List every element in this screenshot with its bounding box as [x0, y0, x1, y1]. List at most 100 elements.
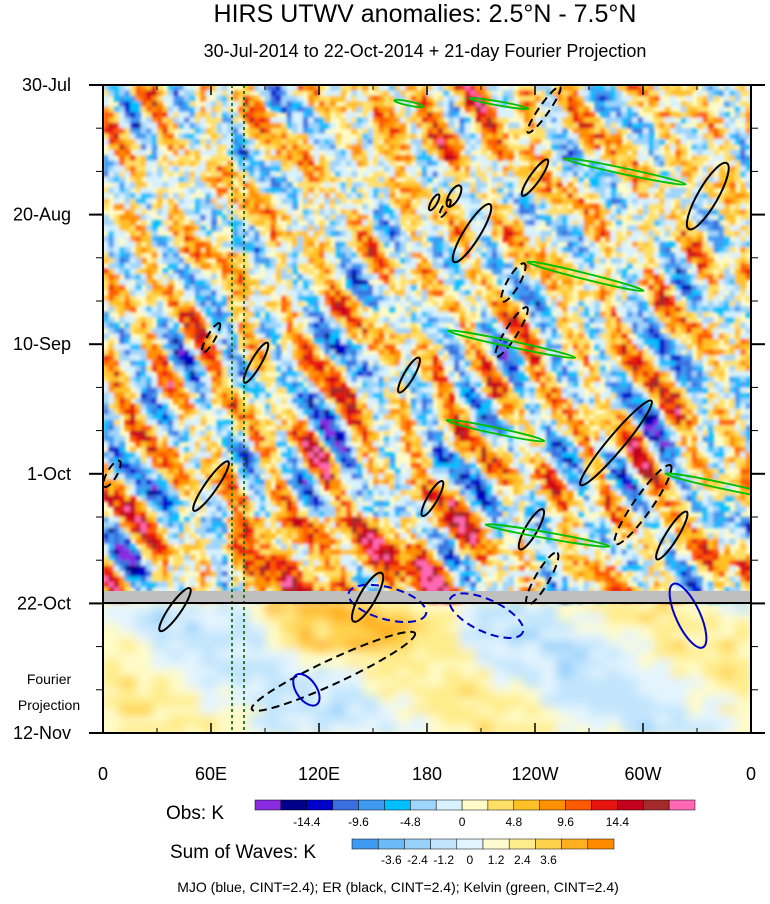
- obs-cell: [373, 117, 379, 124]
- obs-cell: [184, 139, 190, 145]
- obs-cell: [724, 230, 730, 237]
- obs-cell: [718, 274, 725, 280]
- obs-cell: [443, 241, 450, 248]
- obs-cell: [400, 279, 406, 286]
- obs-cell: [416, 149, 423, 156]
- obs-cell: [508, 171, 514, 178]
- obs-cell: [729, 85, 736, 91]
- obs-cell: [702, 274, 709, 280]
- obs-cell: [545, 155, 552, 162]
- obs-cell: [497, 295, 504, 302]
- obs-cell: [265, 139, 271, 145]
- obs-cell: [356, 122, 363, 129]
- obs-cell: [356, 268, 363, 275]
- obs-cell: [724, 203, 730, 210]
- obs-cell: [194, 328, 201, 334]
- obs-cell: [211, 106, 217, 113]
- obs-cell: [167, 133, 174, 140]
- obs-cell: [713, 284, 720, 291]
- obs-cell: [151, 236, 158, 243]
- obs-cell: [610, 198, 617, 205]
- obs-cell: [167, 171, 174, 178]
- obs-cell: [194, 284, 201, 291]
- obs-cell: [702, 117, 709, 124]
- obs-cell: [292, 214, 298, 221]
- obs-cell: [184, 106, 190, 113]
- obs-cell: [248, 322, 255, 329]
- obs-cell: [540, 322, 547, 329]
- obs-cell: [626, 311, 633, 318]
- obs-cell: [416, 252, 423, 259]
- obs-cell: [394, 263, 401, 270]
- obs-cell: [572, 193, 579, 199]
- obs-cell: [383, 236, 390, 243]
- obs-cell: [707, 328, 714, 334]
- obs-cell: [691, 155, 698, 162]
- obs-cell: [194, 241, 201, 248]
- obs-cell: [124, 101, 131, 108]
- obs-cell: [572, 241, 579, 248]
- obs-cell: [421, 274, 428, 280]
- obs-cell: [740, 252, 747, 259]
- obs-cell: [610, 333, 617, 340]
- obs-cell: [286, 236, 293, 243]
- obs-cell: [405, 144, 412, 151]
- obs-cell: [686, 193, 693, 199]
- obs-cell: [513, 90, 520, 97]
- obs-cell: [729, 274, 736, 280]
- obs-cell: [540, 85, 547, 91]
- obs-cell: [340, 247, 347, 253]
- obs-cell: [437, 106, 444, 113]
- obs-cell: [589, 306, 595, 313]
- obs-cell: [373, 209, 379, 216]
- obs-cell: [297, 187, 304, 194]
- obs-cell: [238, 139, 244, 145]
- obs-cell: [373, 133, 379, 140]
- obs-cell: [724, 225, 730, 232]
- obs-cell: [518, 338, 525, 345]
- obs-cell: [238, 306, 244, 313]
- obs-cell: [238, 101, 244, 108]
- obs-cell: [432, 122, 439, 129]
- obs-cell: [691, 252, 698, 259]
- obs-cell: [470, 198, 477, 205]
- obs-cell: [319, 166, 325, 172]
- obs-cell: [162, 112, 169, 118]
- obs-cell: [653, 203, 660, 210]
- obs-cell: [481, 101, 487, 108]
- obs-cell: [119, 128, 126, 135]
- obs-cell: [578, 122, 585, 129]
- obs-cell: [427, 95, 433, 102]
- obs-cell: [146, 311, 153, 318]
- obs-cell: [243, 203, 250, 210]
- obs-cell: [605, 176, 612, 183]
- obs-cell: [464, 133, 471, 140]
- obs-cell: [362, 128, 369, 135]
- obs-cell: [583, 182, 590, 189]
- obs-cell: [680, 252, 687, 259]
- obs-cell: [529, 133, 536, 140]
- obs-cell: [248, 214, 255, 221]
- obs-cell: [173, 306, 180, 313]
- obs-cell: [281, 198, 288, 205]
- obs-cell: [346, 344, 352, 351]
- obs-cell: [140, 149, 147, 156]
- obs-cell: [675, 139, 682, 145]
- obs-cell: [448, 193, 455, 199]
- obs-cell: [659, 171, 666, 178]
- obs-cell: [464, 290, 471, 297]
- obs-cell: [508, 198, 514, 205]
- obs-cell: [394, 117, 401, 124]
- obs-cell: [648, 225, 655, 232]
- obs-cell: [297, 106, 304, 113]
- obs-cell: [373, 166, 379, 172]
- obs-cell: [599, 182, 606, 189]
- obs-cell: [124, 117, 131, 124]
- obs-cell: [248, 149, 255, 156]
- obs-cell: [427, 112, 433, 118]
- obs-cell: [697, 176, 703, 183]
- obs-cell: [740, 171, 747, 178]
- obs-cell: [319, 263, 325, 270]
- obs-cell: [670, 311, 676, 318]
- obs-cell: [648, 290, 655, 297]
